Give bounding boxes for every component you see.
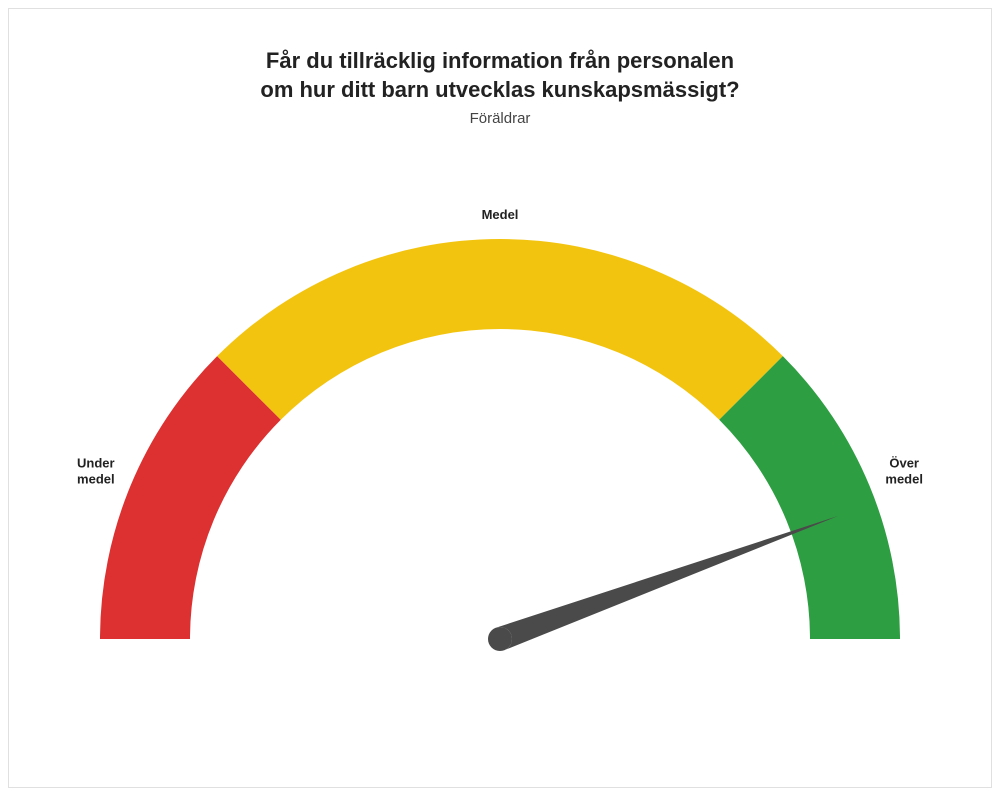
gauge-label-under-line1: Under xyxy=(77,455,115,470)
gauge-label-medel: Medel xyxy=(482,207,519,223)
gauge-chart: Under medel Medel Över medel xyxy=(70,164,930,664)
chart-frame: Får du tillräcklig information från pers… xyxy=(8,8,992,788)
gauge-label-medel-text: Medel xyxy=(482,207,519,222)
title-block: Får du tillräcklig information från pers… xyxy=(9,47,991,127)
gauge-svg xyxy=(70,164,930,664)
gauge-segment-medel xyxy=(217,239,783,420)
gauge-segment-over xyxy=(719,356,900,639)
gauge-label-over-line1: Över xyxy=(889,455,919,470)
title-line-2: om hur ditt barn utvecklas kunskapsmässi… xyxy=(9,76,991,105)
subtitle: Föräldrar xyxy=(9,110,991,127)
gauge-label-under: Under medel xyxy=(77,455,115,486)
title-line-1: Får du tillräcklig information från pers… xyxy=(9,47,991,76)
gauge-label-over-line2: medel xyxy=(885,471,923,486)
gauge-needle xyxy=(496,516,838,650)
gauge-label-over: Över medel xyxy=(885,455,923,486)
gauge-segment-under xyxy=(100,356,281,639)
gauge-hub xyxy=(488,627,512,651)
gauge-label-under-line2: medel xyxy=(77,471,115,486)
